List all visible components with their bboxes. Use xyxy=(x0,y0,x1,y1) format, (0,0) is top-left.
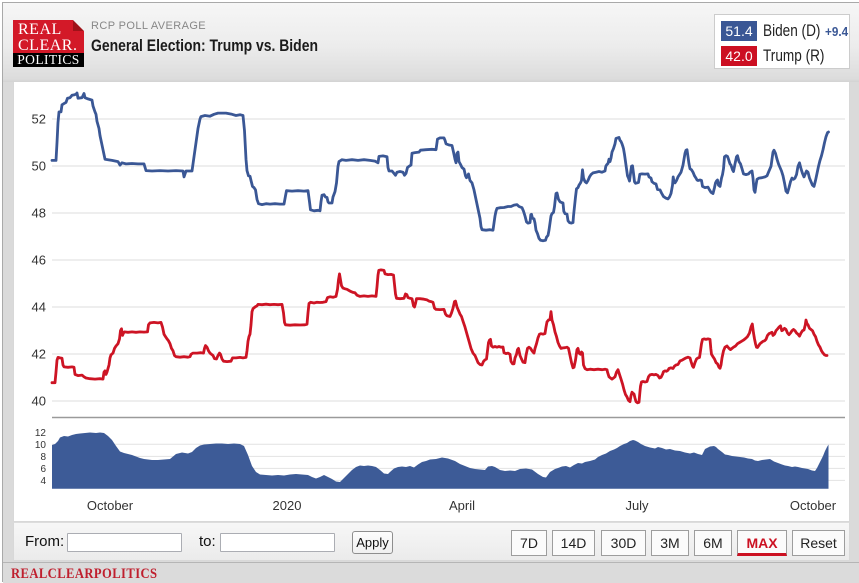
svg-text:July: July xyxy=(625,498,649,513)
svg-text:44: 44 xyxy=(32,300,46,315)
svg-text:2020: 2020 xyxy=(273,498,302,513)
svg-text:48: 48 xyxy=(32,206,46,221)
svg-text:46: 46 xyxy=(32,253,46,268)
svg-text:April: April xyxy=(449,498,475,513)
svg-text:52: 52 xyxy=(32,112,46,127)
svg-text:October: October xyxy=(790,498,837,513)
svg-text:42: 42 xyxy=(32,347,46,362)
svg-text:4: 4 xyxy=(40,476,46,487)
svg-text:40: 40 xyxy=(32,394,46,409)
svg-text:12: 12 xyxy=(35,428,47,439)
svg-text:October: October xyxy=(87,498,134,513)
svg-text:10: 10 xyxy=(35,440,47,451)
svg-text:50: 50 xyxy=(32,159,46,174)
svg-text:6: 6 xyxy=(40,464,46,475)
svg-text:8: 8 xyxy=(40,452,46,463)
